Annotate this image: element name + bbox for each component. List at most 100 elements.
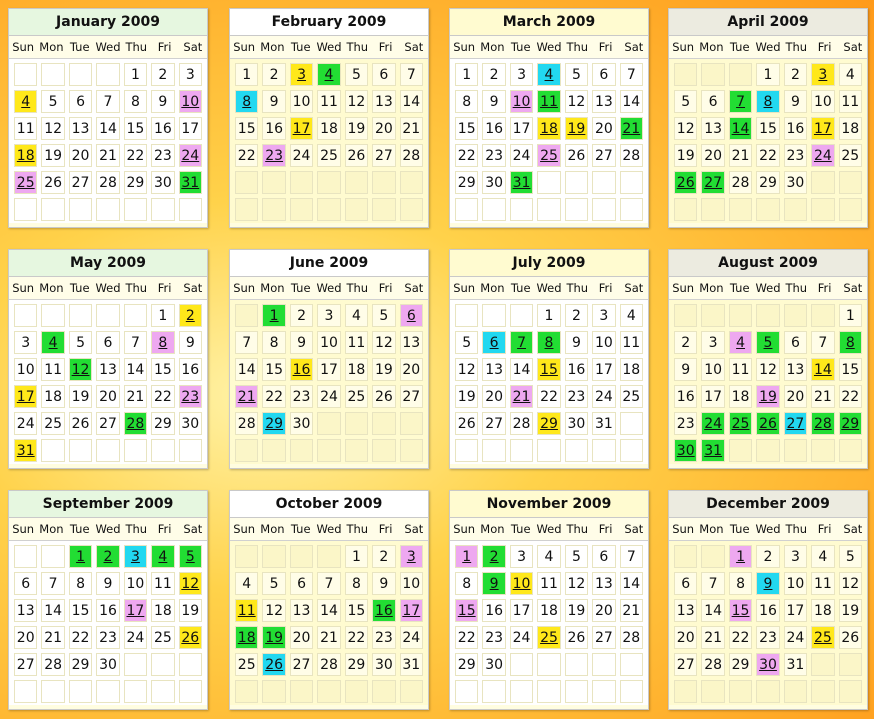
day-cell[interactable]: 6	[372, 63, 396, 86]
day-cell[interactable]: 8	[537, 331, 561, 354]
day-cell[interactable]: 29	[68, 653, 93, 676]
day-cell[interactable]: 11	[317, 90, 341, 113]
day-cell[interactable]: 29	[262, 412, 286, 435]
day-cell[interactable]: 26	[41, 171, 65, 194]
day-cell[interactable]: 6	[783, 331, 808, 354]
day-cell[interactable]: 4	[728, 331, 753, 354]
day-cell[interactable]: 11	[537, 90, 561, 113]
day-cell[interactable]: 2	[372, 545, 396, 568]
day-cell[interactable]: 23	[151, 144, 175, 167]
day-cell[interactable]: 24	[289, 144, 314, 167]
day-cell[interactable]: 17	[123, 599, 148, 622]
day-cell[interactable]: 5	[756, 331, 780, 354]
day-cell[interactable]: 9	[178, 331, 202, 354]
day-cell[interactable]: 16	[151, 117, 175, 140]
day-cell[interactable]: 5	[41, 90, 65, 113]
day-cell[interactable]: 5	[262, 572, 286, 595]
day-cell[interactable]: 9	[783, 90, 808, 113]
day-cell[interactable]: 11	[151, 572, 175, 595]
day-cell[interactable]: 19	[372, 358, 396, 381]
day-cell[interactable]: 13	[592, 572, 616, 595]
day-cell[interactable]: 27	[701, 171, 725, 194]
day-cell[interactable]: 30	[564, 412, 589, 435]
day-cell[interactable]: 9	[289, 331, 314, 354]
day-cell[interactable]: 23	[783, 144, 808, 167]
day-cell[interactable]: 17	[701, 385, 725, 408]
day-cell[interactable]: 6	[701, 90, 725, 113]
day-cell[interactable]: 12	[68, 358, 93, 381]
day-cell[interactable]: 12	[41, 117, 65, 140]
day-cell[interactable]: 4	[537, 545, 561, 568]
day-cell[interactable]: 11	[728, 358, 753, 381]
day-cell[interactable]: 12	[838, 572, 862, 595]
day-cell[interactable]: 22	[123, 144, 148, 167]
day-cell[interactable]: 20	[289, 626, 314, 649]
day-cell[interactable]: 16	[674, 385, 698, 408]
day-cell[interactable]: 29	[151, 412, 175, 435]
day-cell[interactable]: 7	[235, 331, 259, 354]
day-cell[interactable]: 24	[14, 412, 38, 435]
day-cell[interactable]: 15	[68, 599, 93, 622]
day-cell[interactable]: 20	[701, 144, 725, 167]
day-cell[interactable]: 18	[838, 117, 862, 140]
day-cell[interactable]: 31	[14, 439, 38, 462]
day-cell[interactable]: 6	[592, 63, 616, 86]
day-cell[interactable]: 29	[537, 412, 561, 435]
day-cell[interactable]: 25	[537, 144, 561, 167]
day-cell[interactable]: 1	[123, 63, 148, 86]
day-cell[interactable]: 29	[728, 653, 753, 676]
day-cell[interactable]: 23	[262, 144, 286, 167]
day-cell[interactable]: 1	[455, 545, 479, 568]
day-cell[interactable]: 7	[619, 63, 643, 86]
day-cell[interactable]: 18	[14, 144, 38, 167]
day-cell[interactable]: 7	[41, 572, 65, 595]
day-cell[interactable]: 26	[178, 626, 202, 649]
day-cell[interactable]: 21	[96, 144, 120, 167]
day-cell[interactable]: 24	[317, 385, 341, 408]
day-cell[interactable]: 16	[482, 599, 506, 622]
day-cell[interactable]: 26	[674, 171, 698, 194]
day-cell[interactable]: 24	[811, 144, 835, 167]
day-cell[interactable]: 24	[509, 626, 534, 649]
day-cell[interactable]: 20	[372, 117, 396, 140]
day-cell[interactable]: 1	[756, 63, 780, 86]
day-cell[interactable]: 28	[701, 653, 725, 676]
day-cell[interactable]: 4	[811, 545, 835, 568]
day-cell[interactable]: 22	[262, 385, 286, 408]
day-cell[interactable]: 24	[592, 385, 616, 408]
day-cell[interactable]: 22	[537, 385, 561, 408]
day-cell[interactable]: 2	[178, 304, 202, 327]
day-cell[interactable]: 24	[123, 626, 148, 649]
day-cell[interactable]: 10	[317, 331, 341, 354]
day-cell[interactable]: 19	[564, 599, 589, 622]
day-cell[interactable]: 15	[537, 358, 561, 381]
day-cell[interactable]: 23	[372, 626, 396, 649]
day-cell[interactable]: 10	[509, 572, 534, 595]
day-cell[interactable]: 17	[289, 117, 314, 140]
day-cell[interactable]: 25	[728, 412, 753, 435]
day-cell[interactable]: 4	[619, 304, 643, 327]
day-cell[interactable]: 16	[289, 358, 314, 381]
day-cell[interactable]: 26	[455, 412, 479, 435]
day-cell[interactable]: 19	[68, 385, 93, 408]
day-cell[interactable]: 17	[783, 599, 808, 622]
day-cell[interactable]: 15	[455, 117, 479, 140]
day-cell[interactable]: 11	[41, 358, 65, 381]
day-cell[interactable]: 2	[756, 545, 780, 568]
day-cell[interactable]: 8	[838, 331, 862, 354]
day-cell[interactable]: 8	[68, 572, 93, 595]
day-cell[interactable]: 9	[756, 572, 780, 595]
day-cell[interactable]: 7	[317, 572, 341, 595]
day-cell[interactable]: 30	[151, 171, 175, 194]
day-cell[interactable]: 25	[151, 626, 175, 649]
day-cell[interactable]: 6	[68, 90, 93, 113]
day-cell[interactable]: 15	[728, 599, 753, 622]
day-cell[interactable]: 20	[482, 385, 506, 408]
day-cell[interactable]: 27	[96, 412, 120, 435]
day-cell[interactable]: 14	[509, 358, 534, 381]
day-cell[interactable]: 28	[399, 144, 423, 167]
day-cell[interactable]: 1	[728, 545, 753, 568]
day-cell[interactable]: 19	[564, 117, 589, 140]
day-cell[interactable]: 25	[838, 144, 862, 167]
day-cell[interactable]: 30	[783, 171, 808, 194]
